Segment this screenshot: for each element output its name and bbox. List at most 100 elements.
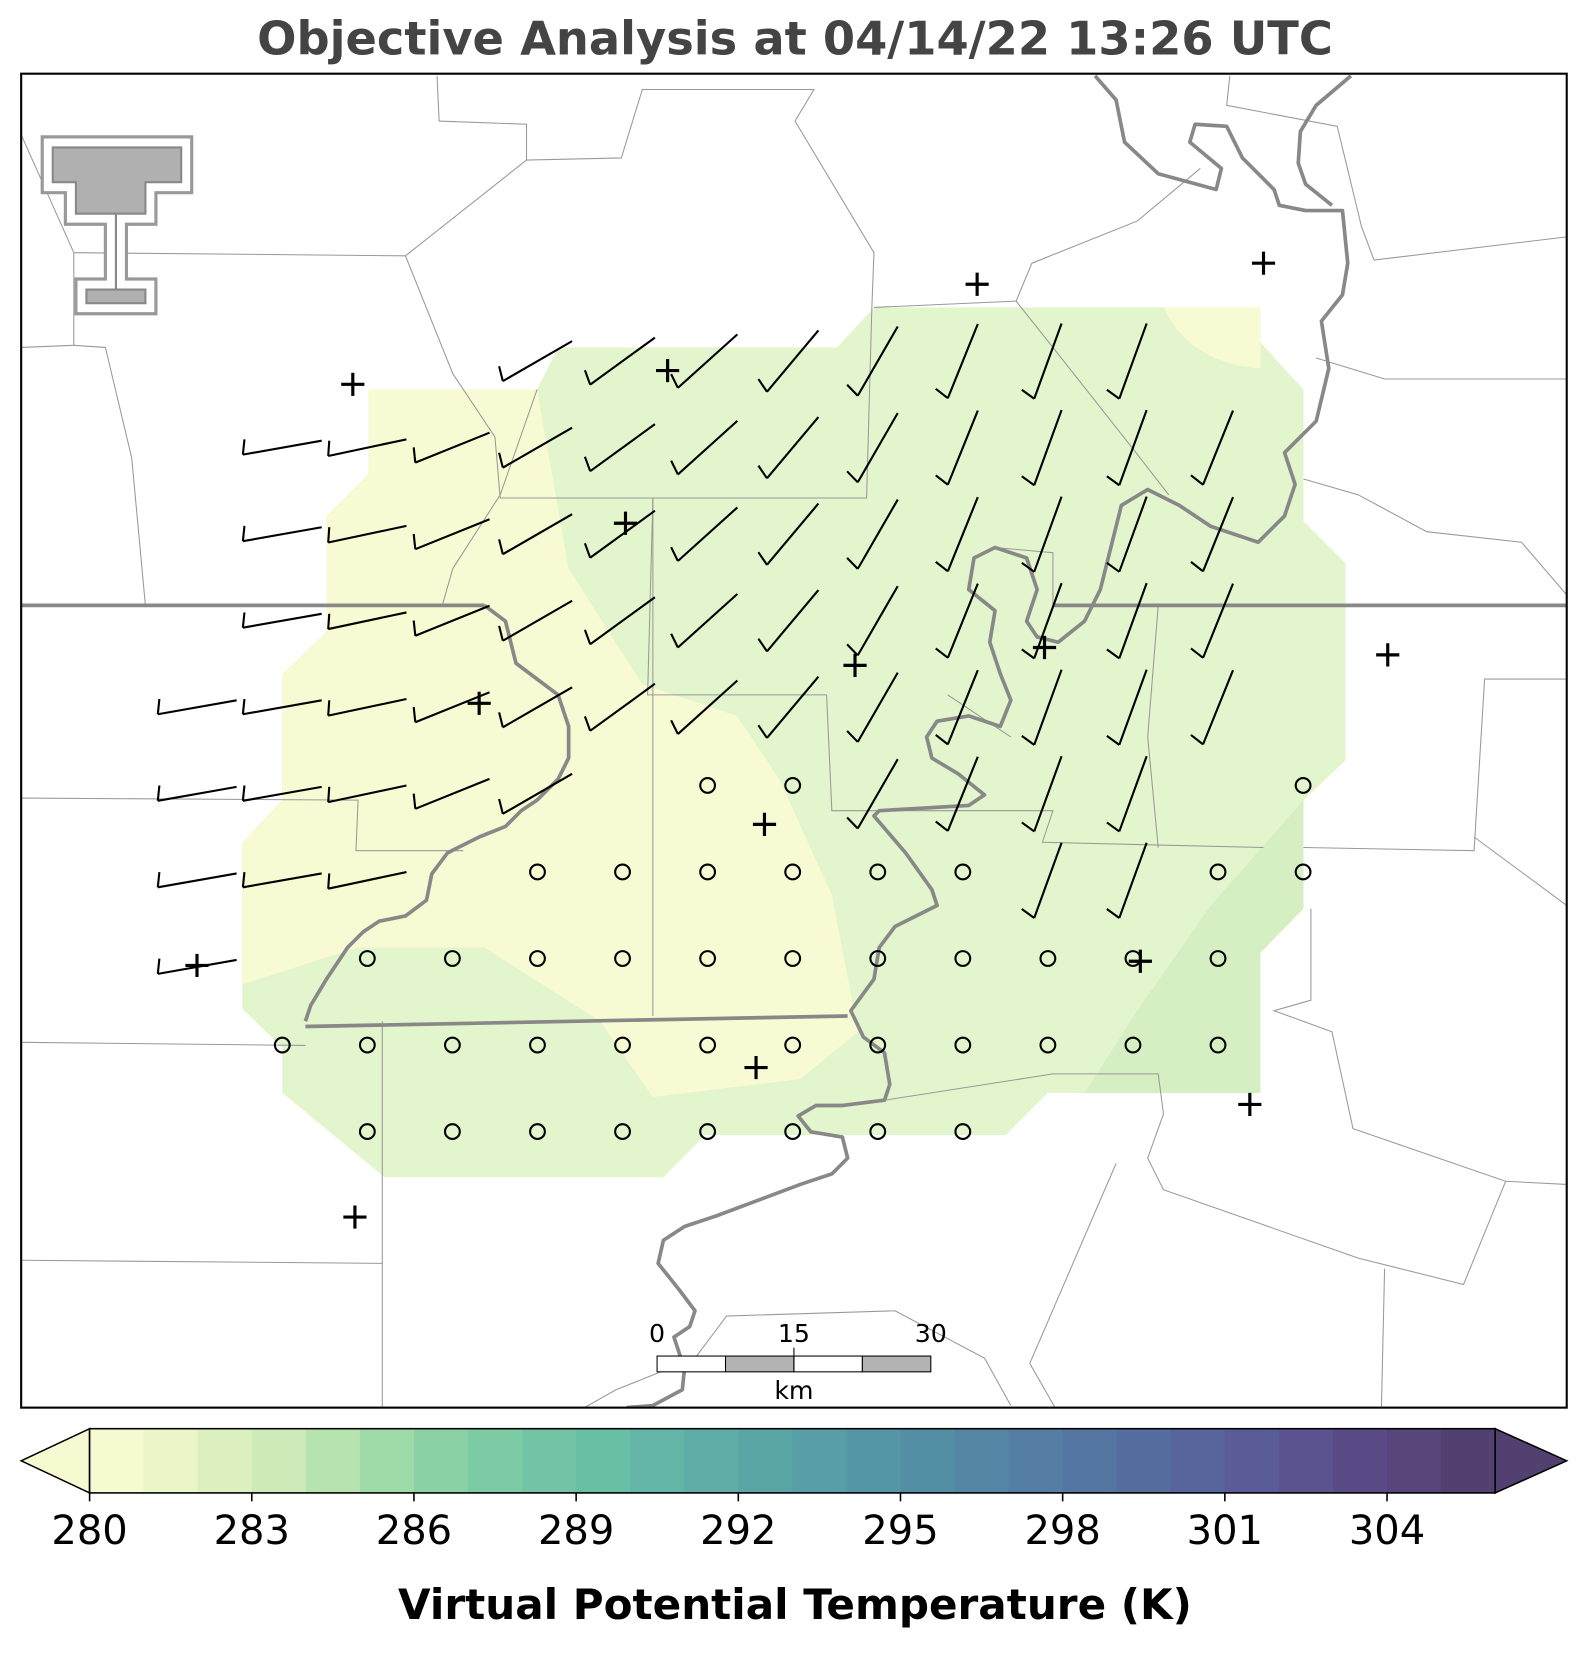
wind-barb-flag [1190, 647, 1204, 659]
colorbar-label: Virtual Potential Temperature (K) [398, 1580, 1192, 1629]
calm-station [699, 1123, 717, 1141]
scale-segment [724, 1355, 795, 1373]
wind-barb-flag [412, 706, 417, 723]
calm-station [1209, 950, 1227, 967]
wind-barb [589, 596, 656, 646]
wind-barb-flag [498, 452, 504, 468]
wind-barb [946, 496, 979, 572]
calm-station [529, 863, 546, 881]
calm-station [869, 950, 887, 967]
wind-barb-flag [412, 620, 417, 636]
calm-station [358, 1123, 376, 1141]
wind-barb [327, 524, 407, 544]
map-frame [20, 72, 1568, 1409]
wind-barb [1033, 582, 1063, 659]
colorbar-bin [251, 1428, 307, 1493]
station-marker [656, 359, 680, 383]
wind-barb-flag [935, 561, 949, 573]
colorbar-tick-label: 289 [538, 1508, 614, 1554]
wind-barb-flag [498, 365, 504, 382]
calm-station [1209, 1036, 1227, 1054]
calm-station [954, 950, 972, 967]
wind-barb [1118, 669, 1148, 746]
wind-barb-flag [1190, 474, 1204, 486]
wind-barb-flag [498, 712, 504, 728]
wind-barb-flag [846, 557, 859, 570]
wind-barb [157, 785, 237, 802]
station-marker [1032, 635, 1057, 660]
wind-barb-flag [1021, 561, 1035, 573]
analysis-field-warm [1084, 800, 1304, 1093]
scale-segment [656, 1355, 727, 1373]
wind-barb-flag [1021, 388, 1035, 400]
wind-barb-flag [498, 625, 504, 642]
wind-barb [1033, 669, 1063, 746]
wind-barb [946, 669, 979, 745]
wind-barb [242, 699, 322, 716]
wind-barb [1202, 410, 1234, 486]
wind-barb [327, 697, 407, 717]
colorbar-tick-label: 286 [376, 1508, 452, 1554]
scale-unit: km [774, 1376, 813, 1405]
wind-barb-flag [935, 474, 949, 486]
calm-station [699, 1036, 717, 1054]
calm-station [869, 1036, 887, 1054]
wind-barb [1118, 409, 1148, 486]
wind-barb [502, 513, 573, 556]
wind-barb-flag [327, 700, 331, 716]
colorbar-tick-label: 283 [214, 1508, 290, 1554]
wind-barb [1033, 409, 1063, 486]
wind-barb [414, 604, 490, 637]
colorbar-bin [1332, 1428, 1388, 1493]
wind-barb-flag [670, 546, 679, 562]
wind-barb [242, 439, 322, 456]
wind-barb [414, 518, 490, 551]
calm-station [1294, 776, 1312, 794]
wind-barb [677, 420, 739, 476]
wind-barb-flag [1106, 648, 1120, 660]
calm-station [529, 1123, 546, 1141]
wind-barb-flag [1021, 475, 1035, 487]
station-marker [752, 812, 777, 836]
wind-barb [157, 699, 237, 716]
wind-barb [589, 423, 656, 473]
wind-barb-flag [412, 793, 417, 809]
wind-barb-flag [583, 542, 592, 559]
calm-station [784, 776, 802, 794]
wind-barb-flag [583, 629, 592, 645]
calm-station [273, 1036, 291, 1054]
calm-station [443, 1036, 461, 1054]
wind-barb-flag [757, 638, 768, 652]
colorbar-bin [359, 1428, 415, 1493]
station-marker [1238, 1092, 1262, 1117]
wind-barb-flag [156, 785, 161, 801]
scale-segment [861, 1355, 932, 1373]
wind-barb-flag [327, 873, 331, 889]
calm-station [614, 1123, 631, 1141]
colorbar-bin [846, 1428, 902, 1493]
calm-station [1294, 863, 1312, 881]
wind-barb-flag [241, 785, 246, 801]
calm-station [869, 1123, 887, 1141]
wind-barb-flag [670, 460, 679, 475]
colorbar-bin [1008, 1428, 1064, 1493]
wind-barb-flag [241, 612, 246, 628]
wind-barb-flag [757, 465, 768, 479]
wind-barb-flag [1106, 735, 1120, 746]
station-marker [1251, 251, 1276, 275]
calm-station [358, 950, 376, 967]
colorbar-bin [576, 1428, 631, 1493]
station-marker [185, 953, 209, 978]
colorbar-tick-label: 298 [1024, 1508, 1100, 1554]
wind-barb [946, 583, 979, 659]
wind-barb [327, 871, 407, 890]
wind-barb [1118, 755, 1148, 832]
wind-barb-flag [498, 539, 504, 555]
colorbar-bin [522, 1428, 577, 1493]
wind-barb-flag [935, 820, 949, 832]
wind-barb [946, 410, 979, 486]
wind-barb [856, 325, 899, 397]
wind-barb-flag [1106, 388, 1120, 400]
wind-barb [1033, 496, 1063, 573]
calm-station [784, 1123, 802, 1141]
